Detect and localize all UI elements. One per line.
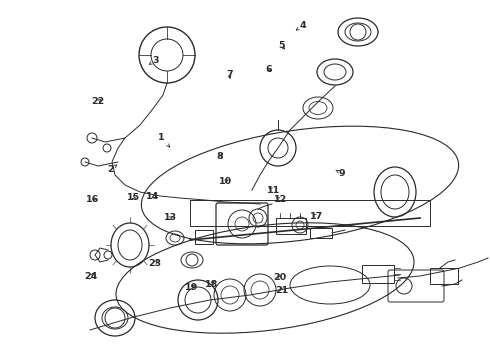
Bar: [430, 268, 458, 284]
Text: 5: 5: [278, 41, 285, 50]
Text: 4: 4: [296, 22, 306, 31]
Text: 12: 12: [273, 195, 287, 204]
Bar: [362, 265, 394, 283]
Text: 13: 13: [164, 213, 177, 222]
Text: 18: 18: [205, 280, 219, 289]
Text: 21: 21: [275, 286, 289, 295]
Text: 22: 22: [91, 97, 105, 106]
Text: 17: 17: [309, 212, 323, 221]
Text: 6: 6: [265, 65, 272, 74]
Text: 14: 14: [146, 192, 160, 201]
Bar: [310, 228, 332, 238]
Text: 3: 3: [149, 56, 159, 65]
Text: 1: 1: [158, 133, 170, 147]
Text: 23: 23: [148, 259, 161, 268]
Text: 24: 24: [84, 272, 98, 281]
Bar: [190, 200, 430, 226]
Text: 9: 9: [336, 169, 345, 178]
Bar: [276, 218, 306, 234]
Text: 20: 20: [274, 274, 287, 282]
Text: 16: 16: [85, 195, 99, 204]
Text: 2: 2: [107, 165, 117, 174]
Bar: [195, 230, 213, 244]
Text: 7: 7: [226, 71, 233, 79]
Text: 15: 15: [127, 193, 140, 202]
Text: 11: 11: [267, 186, 280, 195]
Text: 8: 8: [216, 153, 223, 162]
Text: 10: 10: [219, 177, 232, 186]
Text: 19: 19: [184, 284, 198, 292]
